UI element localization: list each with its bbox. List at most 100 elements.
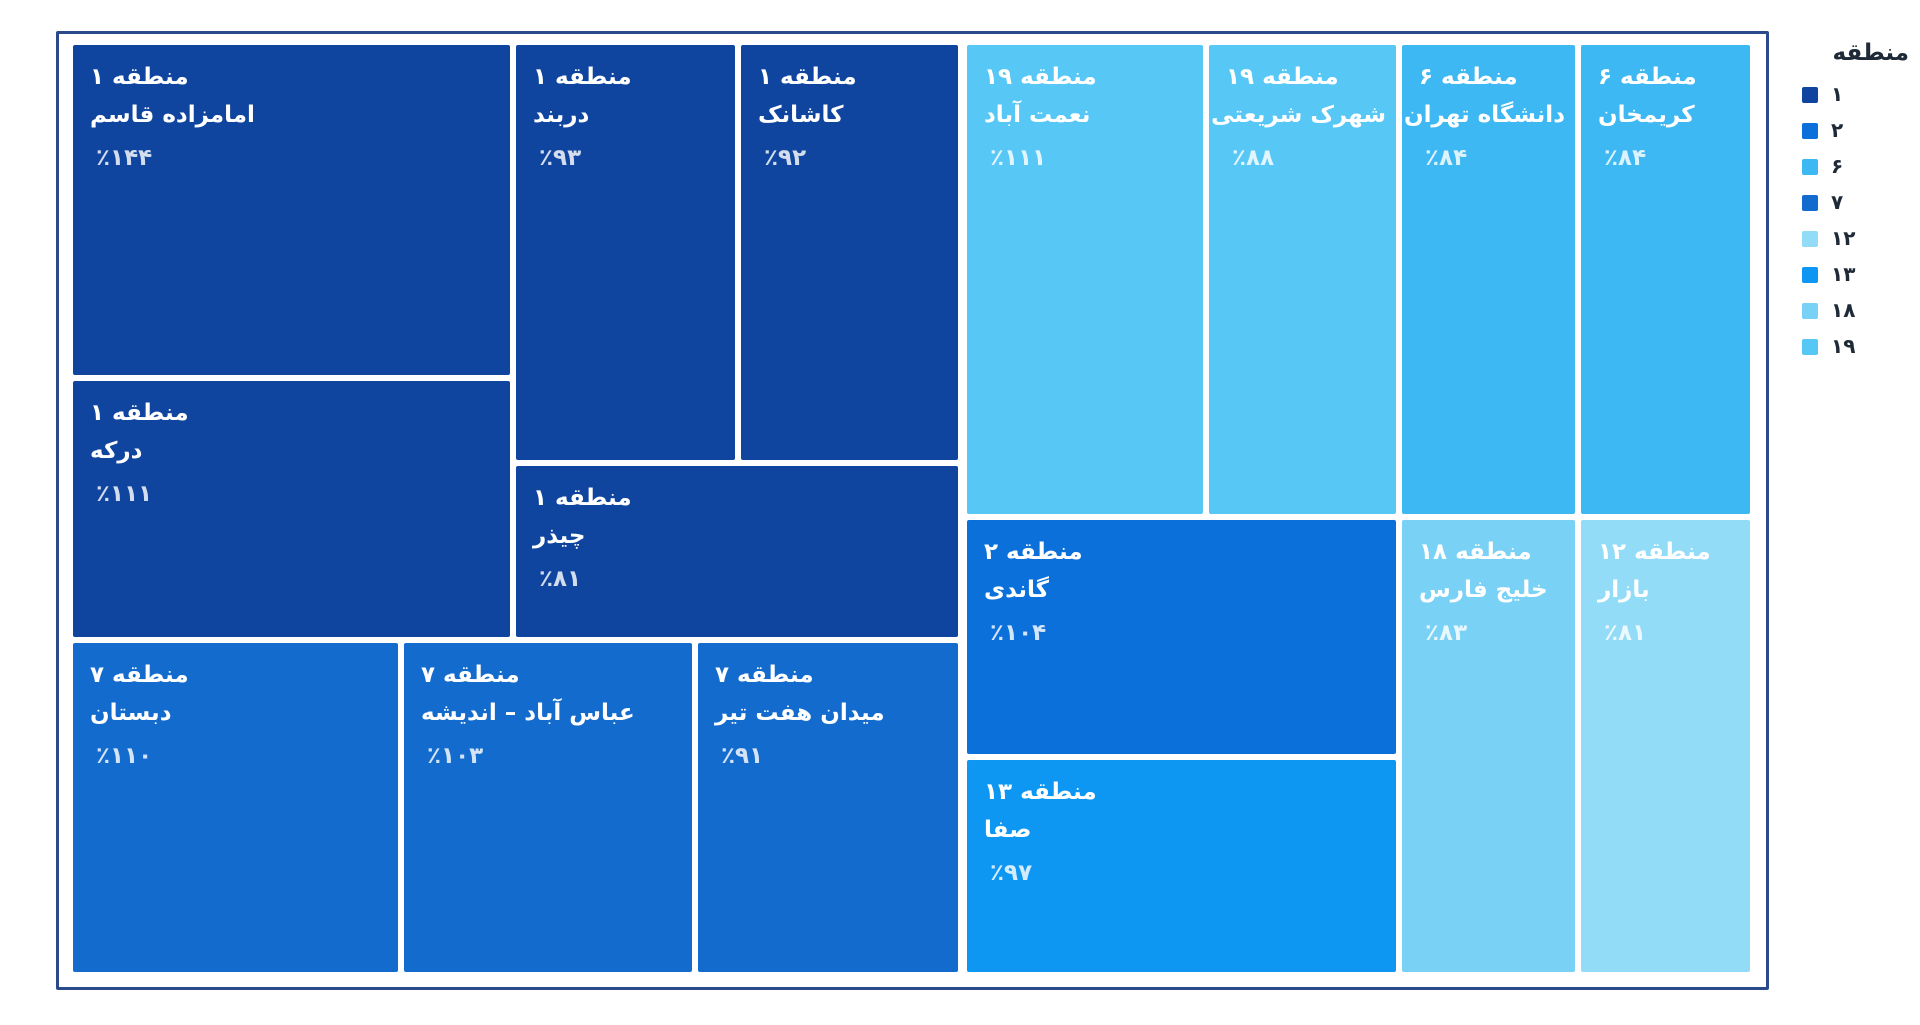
tile-label: منطقه ۱ دربند ٪۹۳ [516,45,735,177]
treemap-tile[interactable]: منطقه ۱ چیذر ٪۸۱ [516,466,958,637]
tile-percent-label: ٪۸۴ [1425,145,1468,171]
tile-label: منطقه ۶ کریمخان ٪۸۴ [1581,45,1750,177]
treemap-tile[interactable]: منطقه ۱ دربند ٪۹۳ [516,45,735,460]
tile-label: منطقه ۷ دبستان ٪۱۱۰ [73,643,398,775]
treemap-tile[interactable]: منطقه ۱ درکه ٪۱۱۱ [73,381,510,637]
tile-region-label: منطقه ۱ [758,64,857,90]
legend-label: ۷ [1831,190,1844,214]
tile-label: منطقه ۷ عباس آباد – اندیشه ٪۱۰۳ [404,643,692,775]
tile-percent-label: ٪۹۲ [764,145,807,171]
tile-percent-label: ٪۸۴ [1604,145,1647,171]
treemap-tile[interactable]: منطقه ۱۹ نعمت آباد ٪۱۱۱ [967,45,1203,514]
tile-region-label: منطقه ۱۲ [1598,539,1711,565]
legend-label: ۱۹ [1831,334,1856,358]
tile-area-label: دانشگاه تهران [1404,102,1565,128]
tile-region-label: منطقه ۱۳ [984,779,1097,805]
tile-label: منطقه ۱۹ نعمت آباد ٪۱۱۱ [967,45,1203,177]
tile-area-label: دربند [533,102,590,128]
treemap-tile[interactable]: منطقه ۷ میدان هفت تیر ٪۹۱ [698,643,958,972]
tile-area-label: امامزاده قاسم [90,102,255,128]
tile-label: منطقه ۱ درکه ٪۱۱۱ [73,381,510,513]
tile-region-label: منطقه ۶ [1419,64,1518,90]
tile-percent-label: ٪۱۱۰ [96,743,153,769]
legend-item-region-7[interactable]: ۷ [1788,192,1913,213]
tile-region-label: منطقه ۱۸ [1419,539,1532,565]
tile-label: منطقه ۱ چیذر ٪۸۱ [516,466,958,598]
legend-item-region-1[interactable]: ۱ [1788,84,1913,105]
legend-swatch [1802,230,1818,247]
tile-region-label: منطقه ۱۹ [984,64,1097,90]
legend-label: ۱ [1831,82,1844,106]
tile-percent-label: ٪۹۷ [990,860,1033,886]
treemap-tile[interactable]: منطقه ۱۹ شهرک شریعتی ٪۸۸ [1209,45,1396,514]
legend-label: ۲ [1831,118,1844,142]
treemap-tile[interactable]: منطقه ۲ گاندی ٪۱۰۴ [967,520,1396,754]
legend-swatch [1802,266,1818,283]
tile-region-label: منطقه ۱ [533,64,632,90]
treemap-tile[interactable]: منطقه ۱ امامزاده قاسم ٪۱۴۴ [73,45,510,375]
treemap-tile[interactable]: منطقه ۱۲ بازار ٪۸۱ [1581,520,1750,972]
tile-region-label: منطقه ۱ [533,485,632,511]
legend-item-region-2[interactable]: ۲ [1788,120,1913,141]
tile-area-label: خلیج فارس [1419,577,1548,603]
tile-label: منطقه ۷ میدان هفت تیر ٪۹۱ [698,643,958,775]
tile-label: منطقه ۱ امامزاده قاسم ٪۱۴۴ [73,45,510,177]
tile-label: منطقه ۱۳ صفا ٪۹۷ [967,760,1396,892]
tile-region-label: منطقه ۷ [90,662,189,688]
legend-swatch [1802,338,1818,355]
tile-area-label: چیذر [533,523,586,549]
treemap-tile[interactable]: منطقه ۷ عباس آباد – اندیشه ٪۱۰۳ [404,643,692,972]
legend-swatch [1802,86,1818,103]
tile-label: منطقه ۲ گاندی ٪۱۰۴ [967,520,1396,652]
tile-percent-label: ٪۱۰۴ [990,620,1047,646]
legend-label: ۶ [1831,154,1844,178]
legend-swatch [1802,122,1818,139]
tile-region-label: منطقه ۱ [90,64,189,90]
legend-items: ۱ ۲ ۶ ۷ ۱۲ ۱۳ ۱۸ ۱۹ [1788,84,1913,357]
tile-region-label: منطقه ۲ [984,539,1083,565]
treemap-tile[interactable]: منطقه ۱ کاشانک ٪۹۲ [741,45,958,460]
tile-label: منطقه ۶ دانشگاه تهران ٪۸۴ [1402,45,1575,177]
tile-percent-label: ٪۸۱ [539,566,582,592]
tile-region-label: منطقه ۱۹ [1226,64,1339,90]
legend-label: ۱۳ [1831,262,1856,286]
treemap-tile[interactable]: منطقه ۱۳ صفا ٪۹۷ [967,760,1396,972]
treemap-tile[interactable]: منطقه ۶ کریمخان ٪۸۴ [1581,45,1750,514]
legend-swatch [1802,158,1818,175]
tile-area-label: درکه [90,438,143,464]
tile-area-label: صفا [984,817,1032,843]
tile-region-label: منطقه ۷ [715,662,814,688]
tile-area-label: بازار [1598,577,1650,603]
legend-swatch [1802,302,1818,319]
legend-item-region-6[interactable]: ۶ [1788,156,1913,177]
legend-item-region-19[interactable]: ۱۹ [1788,336,1913,357]
tile-area-label: کریمخان [1598,102,1695,128]
tile-percent-label: ٪۸۸ [1232,145,1275,171]
tile-area-label: میدان هفت تیر [715,700,885,726]
legend-title: منطقه [1832,40,1909,66]
treemap-tile[interactable]: منطقه ۱۸ خلیج فارس ٪۸۳ [1402,520,1575,972]
treemap-tile[interactable]: منطقه ۶ دانشگاه تهران ٪۸۴ [1402,45,1575,514]
legend-item-region-18[interactable]: ۱۸ [1788,300,1913,321]
tile-percent-label: ٪۹۳ [539,145,582,171]
legend-label: ۱۸ [1831,298,1856,322]
tile-area-label: عباس آباد – اندیشه [421,700,635,726]
tile-area-label: دبستان [90,700,172,726]
legend-label: ۱۲ [1831,226,1856,250]
tile-percent-label: ٪۸۳ [1425,620,1468,646]
tile-label: منطقه ۱۸ خلیج فارس ٪۸۳ [1402,520,1575,652]
tile-area-label: گاندی [984,577,1050,603]
tile-percent-label: ٪۱۱۱ [990,145,1047,171]
treemap-tile[interactable]: منطقه ۷ دبستان ٪۱۱۰ [73,643,398,972]
tile-region-label: منطقه ۶ [1598,64,1697,90]
legend-item-region-13[interactable]: ۱۳ [1788,264,1913,285]
tile-percent-label: ٪۱۴۴ [96,145,153,171]
tile-percent-label: ٪۱۱۱ [96,481,153,507]
tile-region-label: منطقه ۷ [421,662,520,688]
tile-area-label: شهرک شریعتی [1211,102,1386,128]
legend-item-region-12[interactable]: ۱۲ [1788,228,1913,249]
tile-region-label: منطقه ۱ [90,400,189,426]
tile-area-label: کاشانک [758,102,844,128]
tile-label: منطقه ۱ کاشانک ٪۹۲ [741,45,958,177]
